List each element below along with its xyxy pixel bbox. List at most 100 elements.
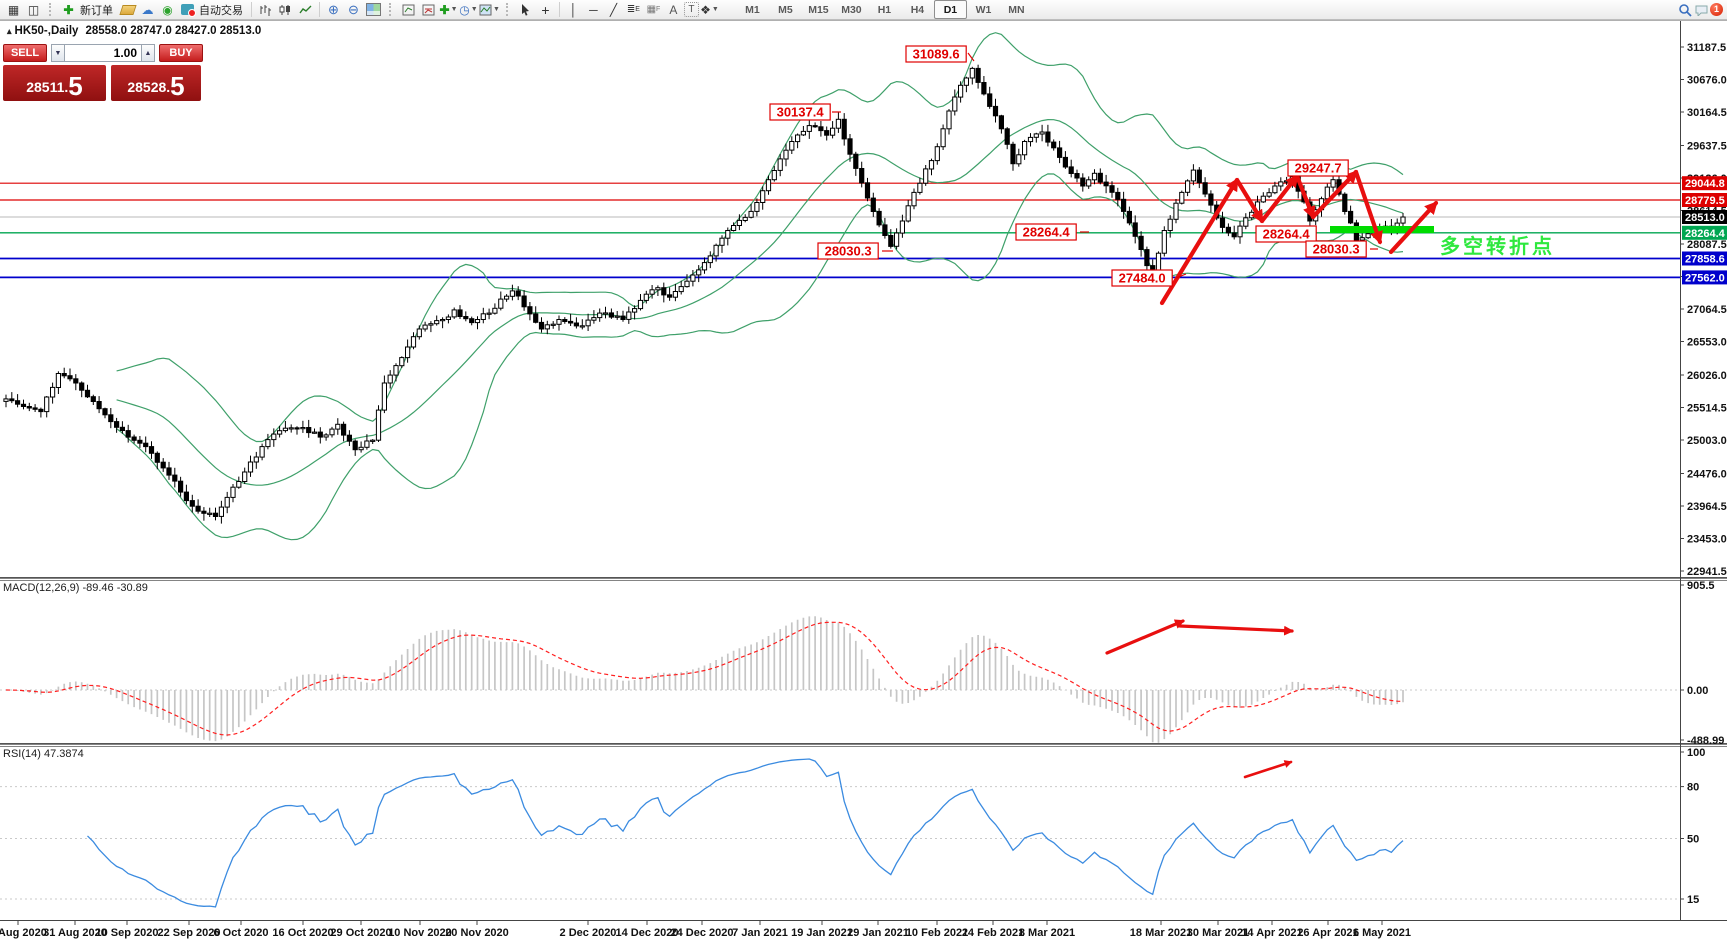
timeframe-M15[interactable]: M15 <box>808 3 829 16</box>
bar-chart-icon[interactable] <box>256 1 275 19</box>
macd-trend-arrows[interactable] <box>1105 619 1294 655</box>
chat-notification-icon[interactable]: 1 <box>1695 1 1723 19</box>
text-tool-icon[interactable]: A <box>669 2 678 17</box>
chart-symbol-title: HK50-,Daily <box>14 25 79 37</box>
buy-price-big-digit: 5 <box>170 71 185 101</box>
buy-button[interactable]: BUY <box>159 44 203 62</box>
annotation-label[interactable]: 28030.3 <box>1305 240 1367 258</box>
horizontal-line-tool-icon[interactable]: ─ <box>589 2 598 17</box>
price-axis-label: 25003.0 <box>1687 435 1727 447</box>
price-axis-label: 27064.5 <box>1687 304 1727 316</box>
crosshair-tool-icon[interactable]: + <box>541 1 550 18</box>
label-tool-icon[interactable]: T <box>683 2 699 17</box>
price-axis[interactable]: 31187.530676.030164.529637.529126.028614… <box>1680 42 1727 906</box>
volume-increase-button[interactable]: ▲ <box>141 44 155 62</box>
tile-windows-icon[interactable] <box>364 1 383 19</box>
trendline-tool-icon[interactable]: ╱ <box>609 2 618 17</box>
bollinger-bands <box>116 32 1404 541</box>
date-axis-label: 29 Jan 2021 <box>847 927 909 939</box>
market-watch-icon[interactable]: ◫ <box>27 2 40 17</box>
annotation-label[interactable]: 29247.7 <box>1287 159 1349 177</box>
grid-tool-icon[interactable]: ▦ F <box>646 3 661 15</box>
svg-text:28264.4: 28264.4 <box>1023 225 1071 240</box>
annotation-label[interactable]: 27484.0 <box>1111 269 1173 287</box>
date-axis-label: 20 Nov 2020 <box>445 927 509 939</box>
bid-price-tag: 28513.0 <box>1682 210 1727 224</box>
svg-text:31089.6: 31089.6 <box>913 47 960 62</box>
macd-axis-label: 0.00 <box>1687 685 1708 697</box>
price-annotations[interactable]: 31089.630137.428030.328264.427484.029247… <box>769 45 1378 287</box>
pane-borders <box>0 20 1727 921</box>
price-axis-label: 26553.0 <box>1687 337 1727 349</box>
zoom-in-icon[interactable]: ⊕ <box>328 2 339 17</box>
fibonacci-tool-icon[interactable]: ≣ E <box>626 3 640 15</box>
annotation-label[interactable]: 28030.3 <box>817 242 879 260</box>
autotrading-icon[interactable] <box>178 1 197 19</box>
rsi-trend-arrows[interactable] <box>1243 760 1293 779</box>
toolbar-grip <box>49 3 55 16</box>
shapes-tool-icon[interactable]: ❖ ▼ <box>700 2 719 17</box>
template-icon[interactable]: ▼ <box>479 1 500 19</box>
date-axis-label: 31 Aug 2020 <box>43 927 107 939</box>
date-axis-label: 26 Apr 2021 <box>1297 927 1358 939</box>
chart-window-icon[interactable]: ▦ <box>7 2 20 17</box>
date-axis-label: 22 Sep 2020 <box>158 927 221 939</box>
date-axis-label: 18 Mar 2021 <box>1130 927 1192 939</box>
timeframe-W1[interactable]: W1 <box>975 3 992 16</box>
new-order-icon[interactable]: ✚ <box>63 2 74 17</box>
buy-price-main: 28528. <box>127 79 171 95</box>
date-axis-label: 14 Apr 2021 <box>1241 927 1302 939</box>
buy-price-display[interactable]: 28528. 5 <box>111 65 201 101</box>
vertical-line-tool-icon[interactable]: │ <box>569 2 578 17</box>
toolbar-separator <box>251 2 252 17</box>
volume-spinner: ▼ ▲ <box>51 44 155 62</box>
add-indicator-icon[interactable]: ✚ ▼ <box>439 2 458 17</box>
sell-price-display[interactable]: 28511. 5 <box>3 65 106 101</box>
svg-text:28264.4: 28264.4 <box>1263 227 1311 242</box>
chart-ohlc-values: 28558.0 28747.0 28427.0 28513.0 <box>85 25 262 37</box>
new-order-label[interactable]: 新订单 <box>80 4 113 17</box>
rsi-axis-label: 50 <box>1687 834 1699 846</box>
timeframe-M5[interactable]: M5 <box>778 3 793 16</box>
sell-price-main: 28511. <box>26 79 69 95</box>
svg-text:28030.3: 28030.3 <box>1313 242 1360 257</box>
indicator-list-icon[interactable] <box>419 1 438 19</box>
zoom-out-icon[interactable]: ⊖ <box>348 2 359 17</box>
timeframe-H4[interactable]: H4 <box>910 3 925 16</box>
annotation-label[interactable]: 31089.6 <box>905 45 967 63</box>
timeframe-D1[interactable]: D1 <box>933 0 967 19</box>
timeframe-M30[interactable]: M30 <box>841 3 862 16</box>
price-level-tag: 27858.6 <box>1682 251 1727 266</box>
annotation-label[interactable]: 28264.4 <box>1015 223 1077 241</box>
line-chart-icon[interactable] <box>296 1 315 19</box>
price-axis-label: 22941.5 <box>1687 566 1727 578</box>
volume-input[interactable] <box>65 44 141 62</box>
date-axis-label: 24 Feb 2021 <box>962 927 1024 939</box>
search-icon[interactable] <box>1675 1 1694 19</box>
candlestick-chart-icon[interactable] <box>276 1 295 19</box>
svg-text:28779.5: 28779.5 <box>1685 195 1725 207</box>
macd-axis-label: -488.99 <box>1687 735 1724 747</box>
cursor-tool-icon[interactable] <box>516 1 535 19</box>
date-axis-label: 10 Feb 2021 <box>906 927 968 939</box>
indicator-window-icon[interactable] <box>399 1 418 19</box>
publish-icon[interactable]: ☁ <box>141 2 154 17</box>
period-clock-icon[interactable]: ◷ ▼ <box>459 2 478 17</box>
sell-button[interactable]: SELL <box>3 44 47 62</box>
svg-text:29044.8: 29044.8 <box>1685 178 1725 190</box>
signals-icon[interactable]: ◉ <box>162 2 173 17</box>
support-zone-highlight[interactable] <box>1330 226 1434 233</box>
annotation-label[interactable]: 30137.4 <box>769 103 831 121</box>
autotrading-label[interactable]: 自动交易 <box>199 4 243 17</box>
trend-arrows[interactable] <box>1159 169 1439 306</box>
price-axis-label: 29637.5 <box>1687 141 1727 153</box>
timeframe-H1[interactable]: H1 <box>877 3 892 16</box>
svg-text:27562.0: 27562.0 <box>1685 272 1725 284</box>
annotation-label[interactable]: 28264.4 <box>1255 225 1317 243</box>
eraser-icon[interactable] <box>118 1 137 19</box>
volume-decrease-button[interactable]: ▼ <box>51 44 65 62</box>
timeframe-MN[interactable]: MN <box>1008 3 1025 16</box>
timeframe-M1[interactable]: M1 <box>745 3 760 16</box>
